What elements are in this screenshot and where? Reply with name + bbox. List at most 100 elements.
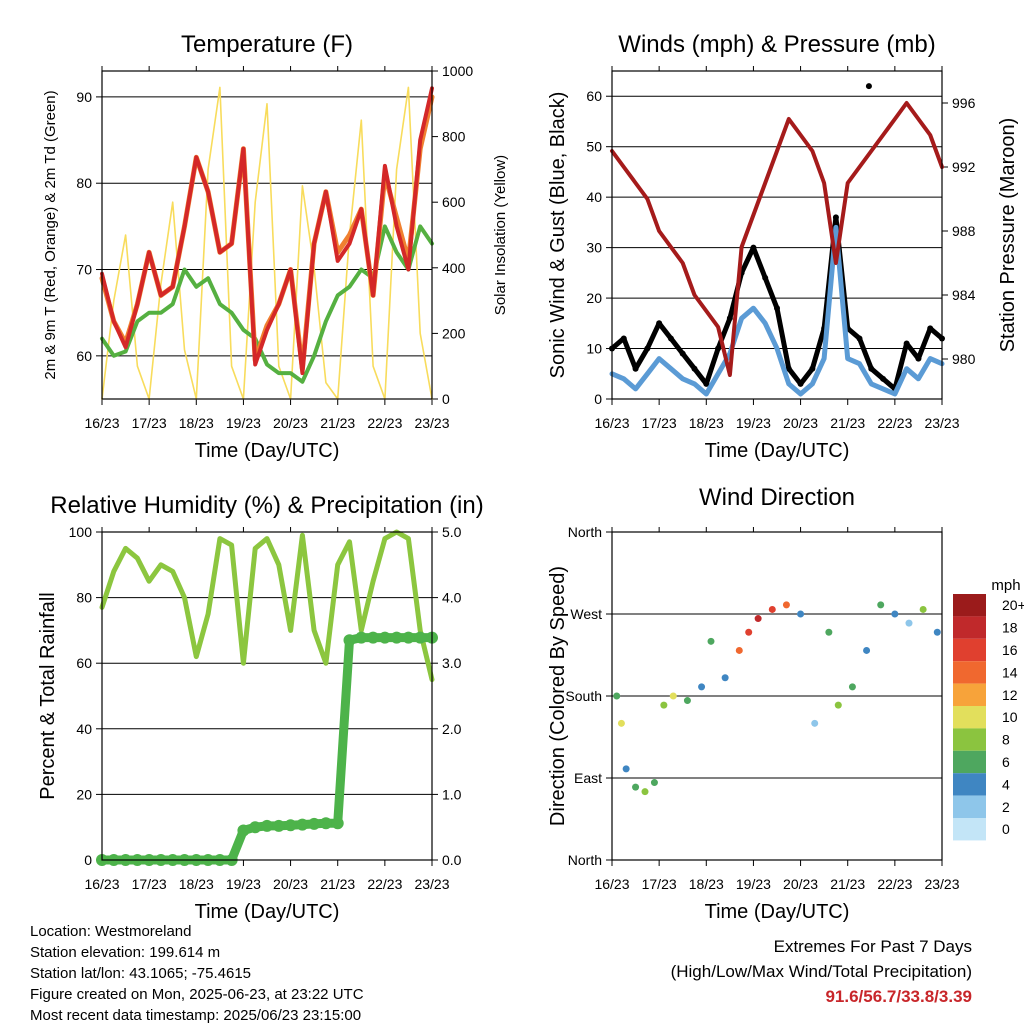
figure-created: Figure created on Mon, 2025-06-23, at 23… [30,986,364,1003]
y-right-tick-label: 200 [442,325,466,341]
legend-label: 20+ [1002,597,1024,613]
precipitation-point [308,817,321,830]
panel-4-ylabel: Direction (Colored By Speed) [547,566,569,826]
y-tick-label: 80 [76,175,92,191]
wind-direction-point [933,628,941,636]
y-tick-label: 10 [586,341,602,357]
wind-direction-point [735,646,743,654]
precipitation-point [414,631,427,644]
legend-label: 10 [1002,709,1018,725]
plot-border [611,531,943,861]
legend-label: 8 [1002,732,1010,748]
wind-direction-point [683,697,691,705]
x-tick-label: 19/23 [736,415,771,431]
legend-swatch [953,818,986,841]
legend-swatch [953,728,986,751]
x-tick-label: 21/23 [320,415,355,431]
legend-label: 18 [1002,620,1018,636]
x-tick-label: 21/23 [830,876,865,892]
x-tick-label: 18/23 [689,415,724,431]
legend-swatch [953,638,986,662]
panel-3-xlabel: Time (Day/UTC) [195,901,340,923]
y-tick-label: 0 [84,852,92,868]
wind-direction-point [617,719,625,727]
pressure-line [610,101,944,377]
y-right-tick-label: 3.0 [442,655,462,671]
y-tick-label: South [565,688,602,704]
y-right-tick-label: 800 [442,129,466,145]
x-tick-label: 20/23 [273,415,308,431]
precipitation-point [331,817,344,830]
wind-direction-point [768,605,776,613]
wind-direction-point [811,719,819,727]
legend-swatch [953,594,986,617]
precipitation-point [355,631,368,644]
legend-label: 6 [1002,754,1010,770]
panel-3-ylabel: Percent & Total Rainfall [37,592,59,800]
y-right-tick-label: 5.0 [442,524,462,540]
wind-direction-point [754,615,762,623]
y-tick-label: 20 [76,786,92,802]
x-tick-label: 19/23 [736,876,771,892]
y-tick-label: 20 [586,290,602,306]
y-tick-label: 0 [594,391,602,407]
extremes-subtitle: (High/Low/Max Wind/Total Precipitation) [670,962,972,981]
relative-humidity-line [99,529,435,683]
wind-direction-point [745,628,753,636]
y-right-tick-label: 1000 [442,63,473,79]
y-right-tick-label: 984 [952,287,976,303]
wind-direction-point [905,619,913,627]
panel-1-ylabel: 2m & 9m T (Red, Orange) & 2m Td (Green) [42,90,59,379]
y-right-tick-label: 996 [952,95,976,111]
x-tick-label: 16/23 [594,876,629,892]
wind-direction-point [848,683,856,691]
x-tick-label: 20/23 [783,415,818,431]
panel-1-ylabel-right: Solar Insolation (Yellow) [492,155,509,315]
legend-label: 14 [1002,664,1018,680]
precipitation-point [284,819,297,832]
wind-direction-point [613,692,621,700]
y-right-tick-label: 988 [952,223,976,239]
y-tick-label: 90 [76,89,92,105]
x-tick-label: 19/23 [226,415,261,431]
legend-label: 2 [1002,799,1010,815]
x-tick-label: 16/23 [84,415,119,431]
y-tick-label: 40 [586,189,602,205]
x-tick-label: 22/23 [877,876,912,892]
y-right-tick-label: 2.0 [442,721,462,737]
precipitation-point [272,819,285,832]
legend-swatch [953,795,986,818]
precipitation-point [319,817,332,830]
wind-line [609,224,945,397]
panel-4-xlabel: Time (Day/UTC) [705,901,850,923]
y-tick-label: West [570,606,602,622]
legend-swatch [953,616,986,639]
x-tick-label: 16/23 [84,876,119,892]
y-tick-label: 50 [586,139,602,155]
y-tick-label: 100 [69,524,93,540]
wind-direction-point [797,610,805,618]
panel-2-title: Winds (mph) & Pressure (mb) [618,31,935,58]
y-tick-label: 40 [76,721,92,737]
x-tick-label: 20/23 [273,876,308,892]
x-tick-label: 23/23 [414,876,449,892]
y-tick-label: 60 [586,88,602,104]
station-location: Location: Westmoreland [30,923,192,940]
plot-border [101,531,433,861]
plot-border [101,70,433,400]
solar-insolation-line [101,86,433,400]
extremes-title: Extremes For Past 7 Days [773,937,972,956]
y-tick-label: North [568,852,602,868]
precipitation-point [402,631,415,644]
legend-label: 12 [1002,687,1018,703]
y-tick-label: 80 [76,590,92,606]
legend-swatch [953,750,986,774]
station-info: Location: Westmoreland Station elevation… [30,921,364,1026]
temperature-2m-line [100,86,434,376]
y-tick-label: 60 [76,348,92,364]
x-tick-label: 22/23 [367,876,402,892]
precipitation-point [249,821,262,834]
legend-label: 16 [1002,642,1018,658]
x-tick-label: 17/23 [642,415,677,431]
